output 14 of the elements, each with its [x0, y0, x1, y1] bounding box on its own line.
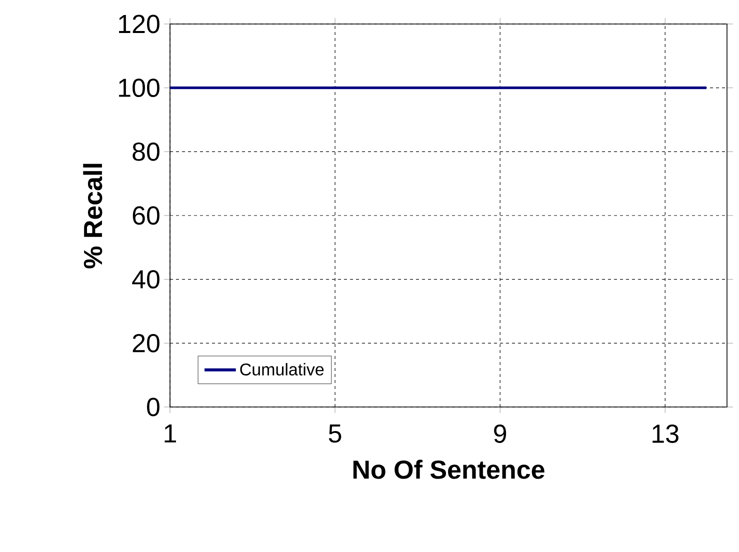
x-tick-label: 1 — [164, 424, 176, 442]
y-tick-label: 40 — [132, 270, 160, 289]
x-tick-label: 5 — [328, 424, 342, 443]
y-tick-label: 0 — [147, 398, 160, 416]
y-tick-label: 120 — [119, 14, 160, 34]
x-tick-label: 9 — [494, 424, 506, 443]
legend-label: Cumulative — [240, 363, 324, 376]
y-tick-label: 20 — [132, 334, 160, 352]
y-tick-label: 80 — [132, 142, 160, 161]
y-tick-label: 60 — [132, 206, 160, 225]
x-tick-label: 13 — [652, 424, 678, 443]
y-axis-title: % Recall — [83, 164, 102, 268]
x-axis-title: No Of Sentence — [353, 460, 544, 479]
y-tick-label: 100 — [119, 78, 160, 98]
